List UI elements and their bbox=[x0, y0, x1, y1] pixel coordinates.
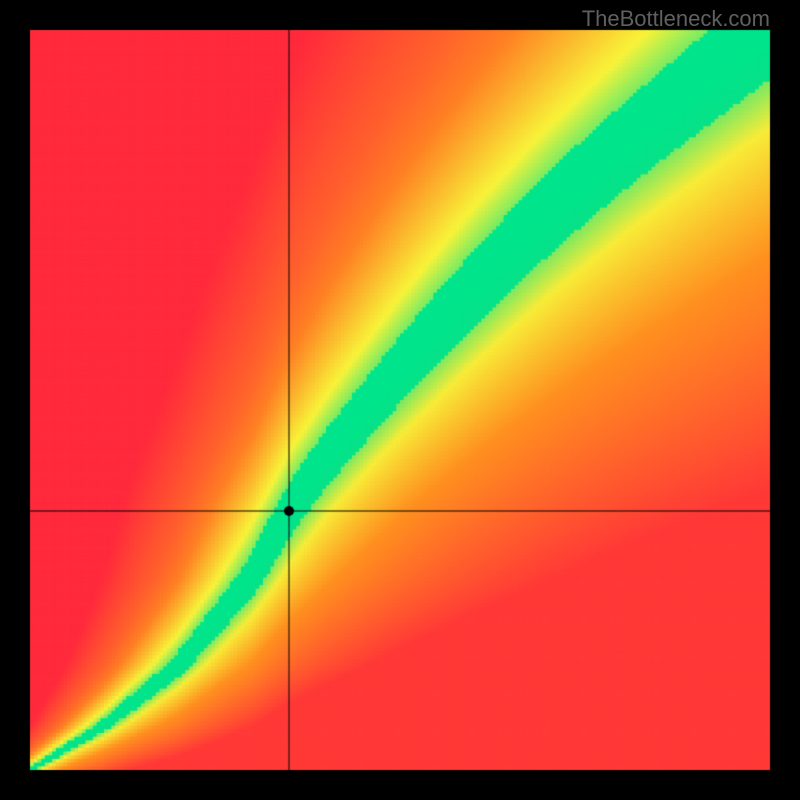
chart-container: TheBottleneck.com bbox=[0, 0, 800, 800]
bottleneck-heatmap bbox=[0, 0, 800, 800]
watermark-text: TheBottleneck.com bbox=[582, 6, 770, 32]
